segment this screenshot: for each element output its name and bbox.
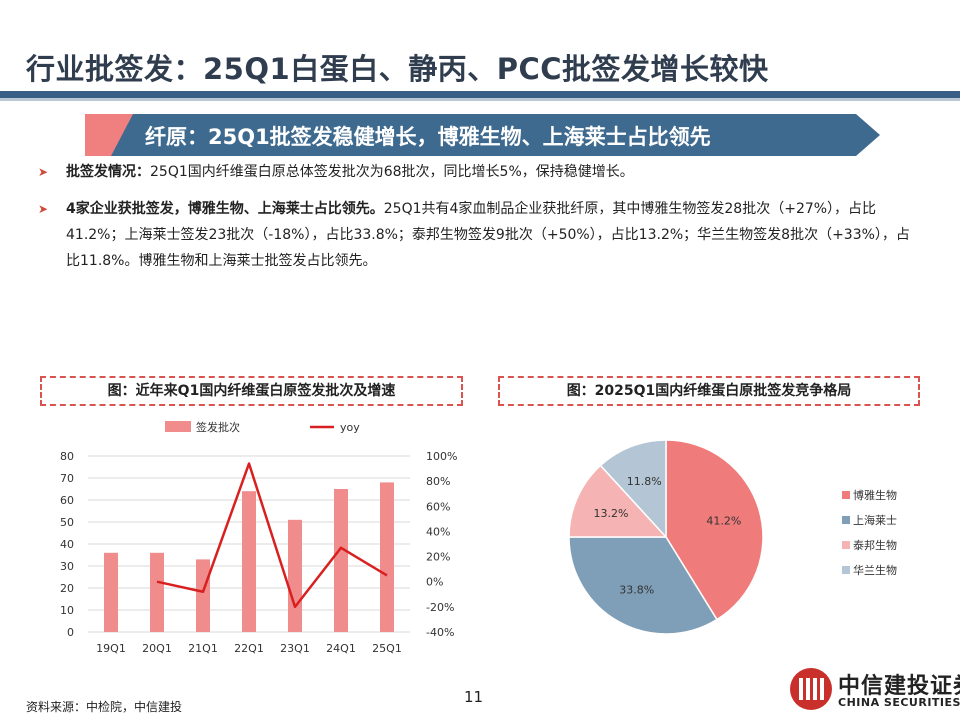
y-tick-left: 70 xyxy=(60,472,74,485)
y-tick-left: 60 xyxy=(60,494,74,507)
pie-slice xyxy=(568,536,718,635)
bullet-text: 4家企业获批签发，博雅生物、上海莱士占比领先。25Q1共有4家血制品企业获批纤原… xyxy=(66,196,918,274)
bar xyxy=(334,489,348,632)
chart-title-pie: 图：2025Q1国内纤维蛋白原批签发竞争格局 xyxy=(498,376,920,406)
y-tick-left: 50 xyxy=(60,516,74,529)
title-rule xyxy=(0,91,960,98)
legend-label-pie: 华兰生物 xyxy=(853,563,897,577)
y-tick-left: 0 xyxy=(67,626,74,639)
legend-label-bar: 签发批次 xyxy=(196,420,240,434)
banner-text: 纤原：25Q1批签发稳健增长，博雅生物、上海莱士占比领先 xyxy=(145,125,711,149)
bullet-body: 25Q1共有4家血制品企业获批纤原，其中博雅生物签发28批次（+27%），占比4… xyxy=(66,201,910,269)
section-banner: 纤原：25Q1批签发稳健增长，博雅生物、上海莱士占比领先 xyxy=(85,114,880,156)
bar xyxy=(104,552,118,632)
pie-value-label: 33.8% xyxy=(619,584,654,597)
pie-slice xyxy=(665,439,764,621)
legend-label-line: yoy xyxy=(340,421,360,434)
pie-value-label: 13.2% xyxy=(593,507,628,520)
y-tick-right: 100% xyxy=(426,450,457,463)
bullet-arrow-icon: ➤ xyxy=(38,165,49,179)
pie-slice xyxy=(599,439,667,539)
company-logo: 中信建投证券 CHINA SECURITIES xyxy=(790,666,960,716)
bullet-text: 批签发情况：25Q1国内纤维蛋白原总体签发批次为68批次，同比增长5%，保持稳健… xyxy=(66,159,918,185)
bar xyxy=(380,482,394,632)
y-tick-left: 80 xyxy=(60,450,74,463)
x-tick: 20Q1 xyxy=(142,642,172,655)
x-tick: 25Q1 xyxy=(372,642,402,655)
y-tick-right: -20% xyxy=(426,601,454,614)
legend-swatch-pie xyxy=(842,516,850,524)
y-tick-right: -40% xyxy=(426,626,454,639)
x-tick: 22Q1 xyxy=(234,642,264,655)
x-tick: 19Q1 xyxy=(96,642,126,655)
logo-mark-icon xyxy=(790,668,832,710)
legend-swatch-pie xyxy=(842,566,850,574)
legend-swatch-pie xyxy=(842,541,850,549)
y-tick-left: 30 xyxy=(60,560,74,573)
pie-slice xyxy=(568,464,668,538)
yoy-line xyxy=(156,462,388,609)
bullet-body: 25Q1国内纤维蛋白原总体签发批次为68批次，同比增长5%，保持稳健增长。 xyxy=(150,164,634,180)
legend-label-pie: 上海莱士 xyxy=(853,513,897,527)
bullet-lead: 4家企业获批签发，博雅生物、上海莱士占比领先。 xyxy=(66,201,384,217)
bar xyxy=(150,552,164,632)
y-tick-left: 20 xyxy=(60,582,74,595)
page-number: 11 xyxy=(464,688,484,706)
pie-value-label: 11.8% xyxy=(627,475,662,488)
banner-bar xyxy=(111,114,880,156)
bullet-arrow-icon: ➤ xyxy=(38,202,49,216)
x-tick: 24Q1 xyxy=(326,642,356,655)
pie-value-label: 41.2% xyxy=(706,515,741,528)
bar xyxy=(242,491,256,632)
bullet-item: ➤ 批签发情况：25Q1国内纤维蛋白原总体签发批次为68批次，同比增长5%，保持… xyxy=(38,159,918,185)
bullet-item: ➤ 4家企业获批签发，博雅生物、上海莱士占比领先。25Q1共有4家血制品企业获批… xyxy=(38,196,918,274)
bar xyxy=(288,519,302,632)
bullet-lead: 批签发情况： xyxy=(66,164,150,180)
title-rule-shadow xyxy=(0,98,960,101)
logo-text-cn: 中信建投证券 xyxy=(838,674,960,699)
x-tick: 21Q1 xyxy=(188,642,218,655)
y-tick-left: 40 xyxy=(60,538,74,551)
y-tick-right: 60% xyxy=(426,500,450,513)
chart-title-bar: 图：近年来Q1国内纤维蛋白原签发批次及增速 xyxy=(40,376,463,406)
legend-swatch-bar xyxy=(165,421,191,432)
logo-text-en: CHINA SECURITIES xyxy=(838,696,960,709)
y-tick-right: 20% xyxy=(426,551,450,564)
bar xyxy=(196,559,210,632)
y-tick-left: 10 xyxy=(60,604,74,617)
y-tick-right: 80% xyxy=(426,475,450,488)
legend-label-pie: 泰邦生物 xyxy=(853,538,897,552)
x-tick: 23Q1 xyxy=(280,642,310,655)
legend-label-pie: 博雅生物 xyxy=(853,488,897,502)
y-tick-right: 0% xyxy=(426,576,443,589)
legend-swatch-pie xyxy=(842,491,850,499)
page-title: 行业批签发：25Q1白蛋白、静丙、PCC批签发增长较快 xyxy=(26,52,769,86)
y-tick-right: 40% xyxy=(426,525,450,538)
source-note: 资料来源：中检院，中信建投 xyxy=(26,700,183,714)
